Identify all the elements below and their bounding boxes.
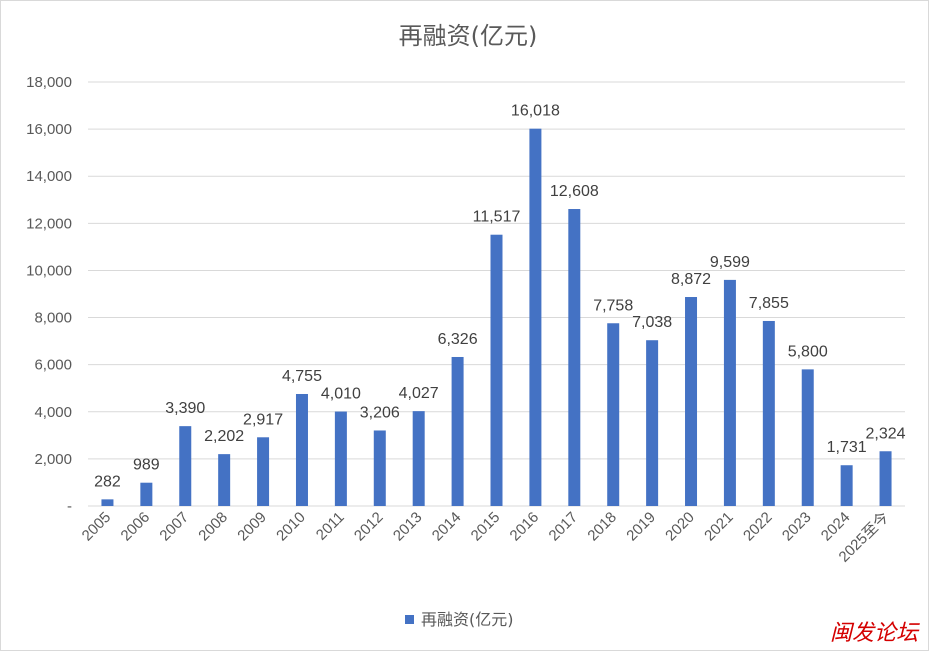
x-tick-label: 2009 <box>234 509 270 545</box>
bar[interactable] <box>646 340 659 506</box>
bar[interactable] <box>607 323 620 506</box>
chart-title: 再融资(亿元) <box>399 22 538 50</box>
y-tick-label: 16,000 <box>26 121 72 138</box>
legend-swatch <box>405 615 414 624</box>
y-tick-label: - <box>67 498 72 515</box>
y-tick-label: 2,000 <box>34 451 72 468</box>
x-tick-label: 2023 <box>779 509 815 545</box>
data-label: 7,038 <box>632 314 672 331</box>
x-tick-label: 2006 <box>118 509 154 545</box>
y-tick-label: 4,000 <box>34 404 72 421</box>
bar[interactable] <box>451 356 464 506</box>
bar[interactable] <box>723 279 736 506</box>
bar[interactable] <box>529 128 542 506</box>
bar[interactable] <box>490 234 503 506</box>
bar[interactable] <box>412 411 425 506</box>
legend[interactable]: 再融资(亿元) <box>405 610 514 629</box>
bar[interactable] <box>373 430 386 506</box>
data-label: 1,731 <box>827 439 867 456</box>
bar[interactable] <box>257 437 270 506</box>
watermark: 闽发论坛 <box>830 621 920 646</box>
data-label: 2,917 <box>243 411 283 428</box>
y-tick-label: 6,000 <box>34 357 72 374</box>
x-tick-label: 2013 <box>390 509 426 545</box>
bar[interactable] <box>179 426 192 506</box>
data-label: 4,755 <box>282 368 322 385</box>
y-tick-label: 8,000 <box>34 310 72 327</box>
data-label: 4,010 <box>321 386 361 403</box>
x-tick-label: 2008 <box>195 509 231 545</box>
x-tick-label: 2011 <box>313 509 348 544</box>
data-label: 12,608 <box>550 183 599 200</box>
x-tick-label: 2022 <box>740 509 776 545</box>
bars <box>101 128 892 507</box>
y-tick-label: 14,000 <box>26 168 72 185</box>
bar[interactable] <box>840 465 853 506</box>
x-tick-label: 2018 <box>584 509 620 545</box>
bar[interactable] <box>762 320 775 506</box>
bar[interactable] <box>295 393 308 506</box>
x-tick-label: 2019 <box>623 509 659 545</box>
x-tick-label: 2005 <box>79 509 115 545</box>
bar[interactable] <box>334 411 347 506</box>
x-tick-label: 2021 <box>701 509 737 545</box>
x-tick-label: 2014 <box>429 509 465 545</box>
y-axis-ticks: - 2,000 4,000 6,000 8,000 10,000 12,000 14,000 1… <box>26 74 72 515</box>
data-label: 16,018 <box>511 103 560 120</box>
x-tick-label: 2016 <box>507 509 543 545</box>
data-label: 2,202 <box>204 428 244 445</box>
bar[interactable] <box>879 451 892 506</box>
x-axis-ticks: 2005 2006 2007 2008 2009 2010 2011 2012 2013 2014… <box>79 509 893 566</box>
data-label: 5,800 <box>788 343 828 360</box>
data-label: 2,324 <box>866 425 906 442</box>
data-label: 7,758 <box>593 297 633 314</box>
data-label: 7,855 <box>749 295 789 312</box>
data-label: 4,027 <box>399 385 439 402</box>
x-tick-label: 2012 <box>351 509 387 545</box>
x-tick-label: 2024 <box>818 509 854 545</box>
y-tick-label: 10,000 <box>26 262 72 279</box>
x-tick-label: 2020 <box>662 509 698 545</box>
data-label: 6,326 <box>438 331 478 348</box>
y-tick-label: 18,000 <box>26 74 72 91</box>
x-tick-label: 2010 <box>273 509 309 545</box>
data-label: 3,390 <box>165 400 205 417</box>
data-label: 282 <box>94 473 121 490</box>
bar[interactable] <box>685 297 698 506</box>
legend-label: 再融资(亿元) <box>421 610 514 629</box>
y-tick-label: 12,000 <box>26 215 72 232</box>
bar[interactable] <box>101 499 114 506</box>
data-label: 9,599 <box>710 254 750 271</box>
bar[interactable] <box>801 369 814 506</box>
data-label: 8,872 <box>671 271 711 288</box>
data-label: 3,206 <box>360 404 400 421</box>
bar[interactable] <box>568 209 581 507</box>
x-tick-label: 2015 <box>468 509 504 545</box>
data-label: 989 <box>133 457 160 474</box>
x-tick-label: 2017 <box>546 509 582 545</box>
bar[interactable] <box>140 482 153 506</box>
bar[interactable] <box>218 454 231 506</box>
data-label: 11,517 <box>473 209 521 226</box>
x-tick-label: 2007 <box>156 509 192 545</box>
